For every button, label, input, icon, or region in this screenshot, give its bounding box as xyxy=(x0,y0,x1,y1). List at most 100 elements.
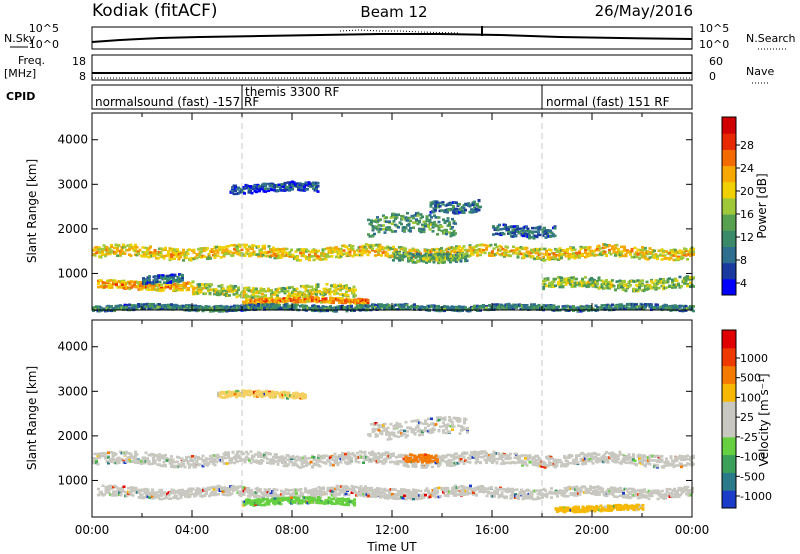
power-cell xyxy=(576,306,580,309)
power-cell xyxy=(312,181,315,185)
power-cell xyxy=(240,248,244,252)
power-cell xyxy=(545,249,548,253)
power-cell xyxy=(680,285,683,288)
power-cell xyxy=(563,306,566,310)
power-cell xyxy=(309,290,312,294)
power-cell xyxy=(436,233,439,236)
power-cell xyxy=(429,205,433,208)
power-cell xyxy=(191,286,195,289)
power-cell xyxy=(276,251,280,255)
power-cell xyxy=(498,223,501,227)
power-cell xyxy=(407,216,411,220)
power-cell xyxy=(624,289,628,293)
power-cell xyxy=(157,276,160,279)
velocity-cell xyxy=(93,452,97,456)
power-cell xyxy=(689,285,692,288)
power-cell xyxy=(125,306,128,309)
power-cell xyxy=(430,216,433,219)
power-cell xyxy=(105,252,109,256)
power-cell xyxy=(413,221,417,225)
power-cell xyxy=(443,309,446,313)
power-cell xyxy=(609,252,613,256)
power-cell xyxy=(462,207,466,210)
velocity-cell xyxy=(99,455,103,458)
power-cell xyxy=(639,248,643,252)
power-cell xyxy=(243,254,247,257)
power-cell xyxy=(684,304,688,308)
velocity-cell xyxy=(230,461,233,464)
power-cell xyxy=(371,228,375,232)
velocity-cell xyxy=(197,455,200,459)
power-cell xyxy=(146,288,150,291)
power-cell xyxy=(388,220,391,223)
velocity-cell xyxy=(107,461,110,465)
power-cell xyxy=(222,289,225,292)
power-cell xyxy=(241,293,245,296)
power-cell xyxy=(665,286,668,289)
power-cell xyxy=(692,247,695,251)
power-cell xyxy=(237,251,241,254)
power-cell xyxy=(263,307,266,310)
power-cell xyxy=(492,225,495,228)
power-cell xyxy=(348,253,352,257)
power-cell xyxy=(262,182,266,186)
power-cell xyxy=(407,224,411,227)
power-cell xyxy=(375,243,379,247)
power-cell xyxy=(283,291,287,295)
power-cell xyxy=(335,255,338,259)
power-cell xyxy=(170,303,173,306)
power-cell xyxy=(93,248,97,251)
power-cell xyxy=(557,281,560,284)
power-cell xyxy=(588,305,592,308)
power-cell xyxy=(597,276,601,280)
power-cell xyxy=(648,305,652,309)
power-cell xyxy=(573,248,577,251)
power-cell xyxy=(267,189,270,193)
power-cell xyxy=(360,306,364,309)
power-cell xyxy=(297,297,301,300)
power-cell xyxy=(199,290,203,294)
power-cell xyxy=(470,208,473,211)
power-colorbar-tick: 20 xyxy=(740,185,754,198)
power-cell xyxy=(512,307,515,311)
power-cell xyxy=(384,250,388,254)
velocity-cell xyxy=(189,457,193,460)
velocity-cell xyxy=(231,451,235,454)
power-cell xyxy=(545,284,548,288)
velocity-cell xyxy=(218,455,221,459)
power-cell xyxy=(195,256,199,260)
velocity-cell xyxy=(191,455,194,458)
power-cell xyxy=(234,189,237,192)
power-cell xyxy=(208,291,212,295)
velocity-cell xyxy=(105,460,109,463)
power-cell xyxy=(333,292,336,296)
power-cell xyxy=(294,305,298,308)
power-cell xyxy=(255,190,258,194)
power-cell xyxy=(378,249,382,253)
power-cell xyxy=(686,283,689,286)
velocity-cell xyxy=(182,462,185,466)
power-cell xyxy=(314,252,317,256)
power-cell xyxy=(226,288,230,291)
power-cell xyxy=(442,218,445,221)
power-cell xyxy=(455,201,458,205)
velocity-cell xyxy=(200,457,203,460)
velocity-cell xyxy=(216,453,220,457)
power-cell xyxy=(516,256,520,259)
power-cell xyxy=(417,250,421,253)
power-cell xyxy=(536,251,539,254)
power-cell xyxy=(262,288,266,291)
power-cell xyxy=(477,199,481,202)
power-cell xyxy=(283,181,287,185)
power-cell xyxy=(508,232,512,235)
power-cell xyxy=(303,295,307,299)
power-cell xyxy=(128,248,131,251)
power-cell xyxy=(330,290,333,293)
power-cell xyxy=(324,298,328,302)
power-cell xyxy=(473,251,476,254)
power-cell xyxy=(684,249,688,253)
power-cell xyxy=(482,249,485,252)
power-cell xyxy=(352,285,356,289)
power-cell xyxy=(633,246,637,250)
power-cell xyxy=(315,293,318,296)
